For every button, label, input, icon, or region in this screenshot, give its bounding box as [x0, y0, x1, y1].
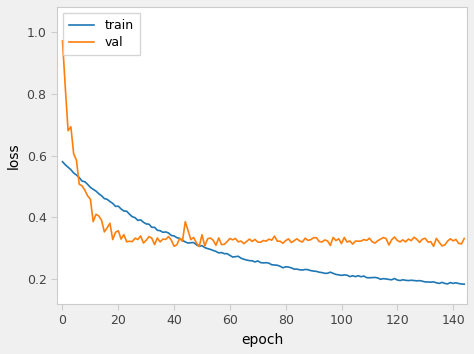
val — [378, 237, 383, 241]
val — [461, 236, 467, 241]
Legend: train, val: train, val — [63, 13, 140, 56]
train — [434, 281, 439, 285]
X-axis label: epoch: epoch — [241, 333, 283, 347]
val — [63, 85, 68, 90]
val — [294, 237, 300, 241]
val — [60, 39, 65, 43]
train — [461, 282, 467, 286]
Line: train: train — [63, 162, 464, 284]
val — [79, 184, 85, 188]
val — [196, 244, 202, 249]
Y-axis label: loss: loss — [7, 142, 21, 169]
val — [436, 240, 442, 244]
Line: val: val — [63, 41, 464, 246]
train — [60, 160, 65, 164]
train — [364, 275, 369, 280]
val — [366, 236, 372, 240]
train — [63, 162, 68, 167]
train — [79, 179, 85, 183]
train — [375, 276, 381, 280]
train — [291, 267, 297, 271]
